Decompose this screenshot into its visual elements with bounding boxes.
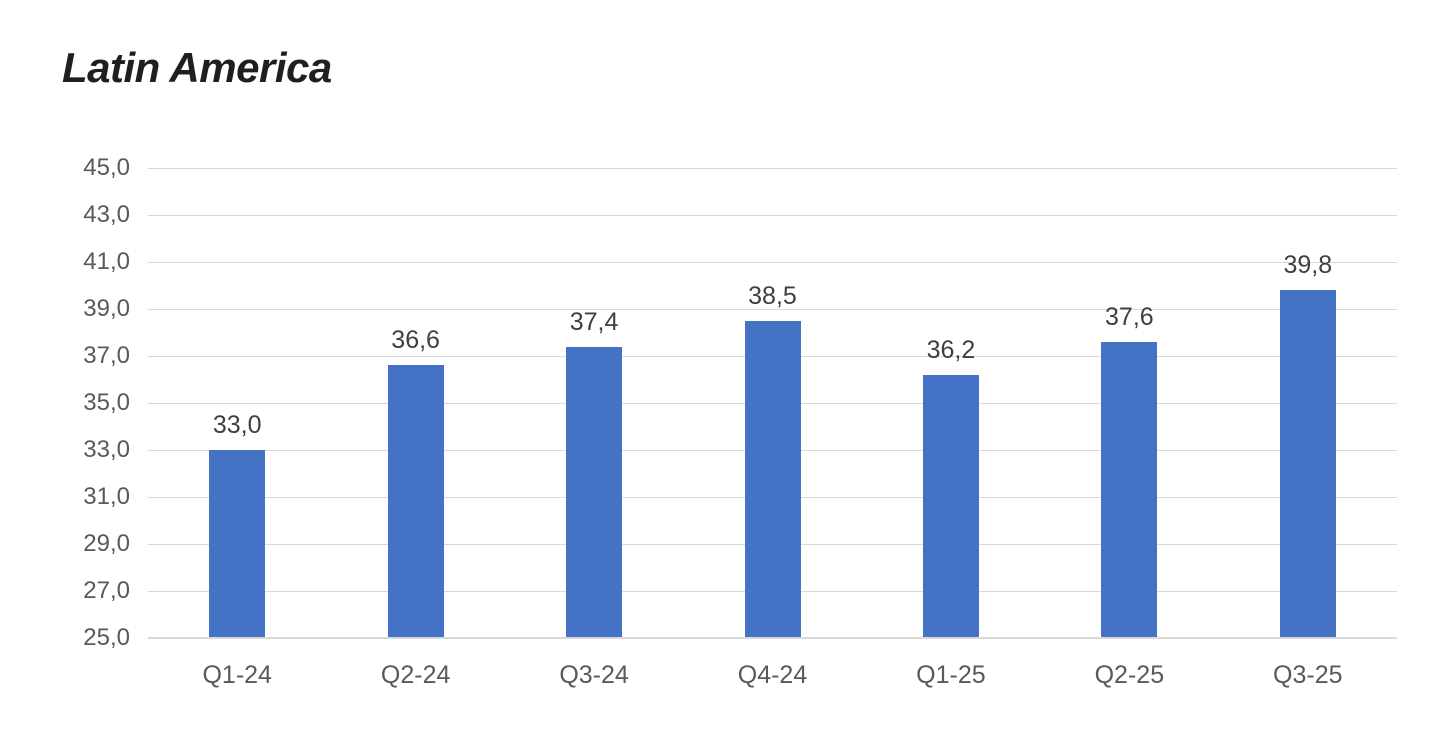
y-axis-tick-label: 45,0 bbox=[83, 154, 130, 181]
x-axis-label: Q1-24 bbox=[202, 661, 272, 689]
gridline bbox=[148, 261, 1397, 263]
gridline bbox=[148, 214, 1397, 216]
y-axis-tick-label: 33,0 bbox=[83, 436, 130, 463]
x-axis-label: Q2-25 bbox=[1094, 661, 1165, 689]
gridline bbox=[148, 167, 1397, 169]
gridline bbox=[148, 308, 1397, 310]
y-axis-tick-label: 27,0 bbox=[83, 577, 130, 604]
x-axis-label: Q3-25 bbox=[1273, 661, 1343, 689]
bar-Q1-24 bbox=[209, 450, 266, 638]
bar-Q4-24 bbox=[744, 320, 801, 638]
y-axis-tick-label: 29,0 bbox=[83, 530, 130, 557]
data-label: 33,0 bbox=[212, 411, 262, 439]
x-axis-label: Q2-24 bbox=[380, 661, 451, 689]
chart-title: Latin America bbox=[62, 44, 332, 91]
y-axis-tick-label: 43,0 bbox=[83, 201, 130, 228]
bar-Q1-25 bbox=[922, 374, 979, 638]
data-label: 36,2 bbox=[926, 335, 976, 364]
bar-Q3-24 bbox=[566, 346, 623, 638]
y-axis-tick-label: 41,0 bbox=[83, 248, 130, 275]
bar-Q3-25 bbox=[1279, 290, 1336, 638]
y-axis-tick-label: 25,0 bbox=[83, 624, 130, 651]
data-label: 39,8 bbox=[1283, 251, 1333, 280]
x-axis-label: Q3-24 bbox=[559, 661, 629, 689]
data-label: 37,6 bbox=[1105, 302, 1154, 331]
x-axis-line bbox=[148, 637, 1397, 639]
bar-Q2-24 bbox=[387, 365, 444, 638]
y-axis-tick-label: 35,0 bbox=[83, 389, 130, 416]
x-axis-label: Q1-25 bbox=[916, 661, 986, 689]
y-axis-tick-label: 37,0 bbox=[83, 342, 130, 369]
data-label: 37,4 bbox=[569, 307, 619, 336]
x-axis-label: Q4-24 bbox=[737, 661, 808, 689]
bar-Q2-25 bbox=[1101, 341, 1158, 638]
data-label: 38,5 bbox=[748, 281, 797, 310]
y-axis-tick-label: 39,0 bbox=[83, 295, 130, 322]
y-axis-tick-label: 31,0 bbox=[83, 483, 130, 510]
data-label: 36,6 bbox=[391, 326, 440, 355]
